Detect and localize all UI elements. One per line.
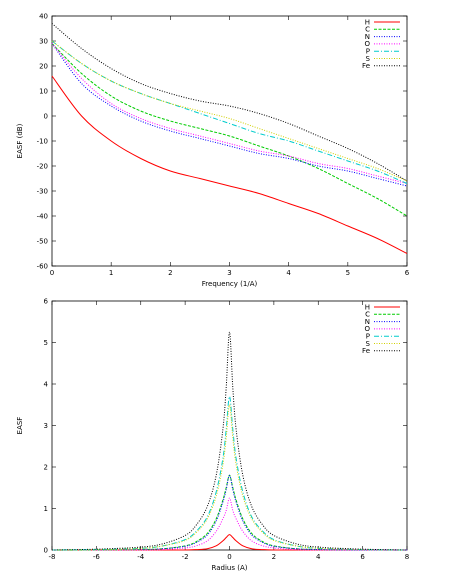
- x-tick-label: 1: [109, 269, 113, 277]
- y-tick-label: -20: [37, 163, 48, 171]
- y-tick-label: 40: [39, 13, 48, 21]
- legend-label-s: S: [366, 55, 371, 63]
- series-line-fe: [51, 331, 408, 551]
- x-tick-label: 2: [272, 553, 276, 561]
- y-tick-label: -10: [37, 138, 48, 146]
- x-tick-label: 0: [50, 269, 54, 277]
- chart-1: 0 1 2 3 4 5 6 -60 -50 -40 -30 -20 -10 0 10 20 30 40 Freque…: [16, 13, 410, 289]
- legend-label-h: H: [365, 18, 370, 26]
- legend-label-n: N: [365, 33, 370, 41]
- x-tick-label: 4: [316, 553, 321, 561]
- x-tick-label: 0: [227, 553, 231, 561]
- series-line-s: [51, 404, 408, 551]
- x-tick-label: -6: [93, 553, 101, 561]
- legend-label-o: O: [364, 40, 370, 48]
- series-line-o: [51, 497, 407, 551]
- legend-label-c: C: [365, 26, 370, 34]
- y-tick-label: 4: [44, 381, 49, 389]
- y-tick-label: 3: [44, 422, 48, 430]
- x-tick-label: 6: [360, 553, 365, 561]
- x-tick-label: 2: [168, 269, 172, 277]
- y-tick-label: 5: [44, 339, 48, 347]
- series-line-p: [51, 395, 408, 551]
- y-tick-label: 0: [44, 113, 48, 121]
- x-tick-label: 4: [286, 269, 291, 277]
- legend-label-p: P: [366, 333, 370, 341]
- y-tick-label: 10: [39, 88, 48, 96]
- series-line-n: [51, 474, 408, 551]
- x-tick-label: 8: [405, 553, 409, 561]
- legend-label-fe: Fe: [362, 347, 370, 355]
- legend-label-p: P: [366, 48, 370, 56]
- x-axis-label: Radius (A): [212, 564, 248, 572]
- x-tick-label: 3: [227, 269, 231, 277]
- legend-label-o: O: [364, 325, 370, 333]
- series-line-c: [51, 474, 408, 551]
- series-line-c: [51, 43, 408, 217]
- chart-2: -8 -6 -4 -2 0 2 4 6 8 0 1 2 3 4 5 6 Radius (A) EASF HCNOPS…: [16, 298, 409, 573]
- y-tick-label: 2: [44, 464, 48, 472]
- legend-label-fe: Fe: [362, 62, 370, 70]
- y-axis-label: EASF (dB): [16, 123, 24, 158]
- y-tick-label: -60: [37, 263, 48, 271]
- x-tick-label: 6: [405, 269, 410, 277]
- legend-label-c: C: [365, 311, 370, 319]
- y-tick-label: -40: [37, 213, 48, 221]
- x-tick-label: 5: [346, 269, 350, 277]
- y-tick-label: 20: [39, 63, 48, 71]
- legend-label-h: H: [365, 303, 370, 311]
- series-line-h: [51, 534, 407, 551]
- series-line-p: [51, 40, 408, 184]
- x-tick-label: -4: [137, 553, 145, 561]
- x-axis-label: Frequency (1/A): [202, 280, 258, 288]
- series-line-fe: [51, 23, 408, 182]
- plot-frame: [51, 300, 408, 551]
- x-tick-label: -8: [49, 553, 56, 561]
- y-tick-label: -30: [37, 188, 48, 196]
- series-line-o: [51, 43, 408, 184]
- series-line-s: [51, 40, 408, 182]
- y-tick-label: 30: [39, 38, 48, 46]
- y-tick-label: 1: [44, 505, 48, 513]
- y-tick-label: -50: [37, 238, 48, 246]
- y-tick-label: 6: [44, 298, 49, 306]
- legend-label-n: N: [365, 318, 370, 326]
- x-tick-label: -2: [182, 553, 189, 561]
- legend-label-s: S: [366, 340, 371, 348]
- y-tick-label: 0: [44, 547, 48, 555]
- series-line-n: [51, 43, 408, 187]
- series-line-h: [51, 75, 408, 254]
- y-axis-label: EASF: [16, 417, 24, 435]
